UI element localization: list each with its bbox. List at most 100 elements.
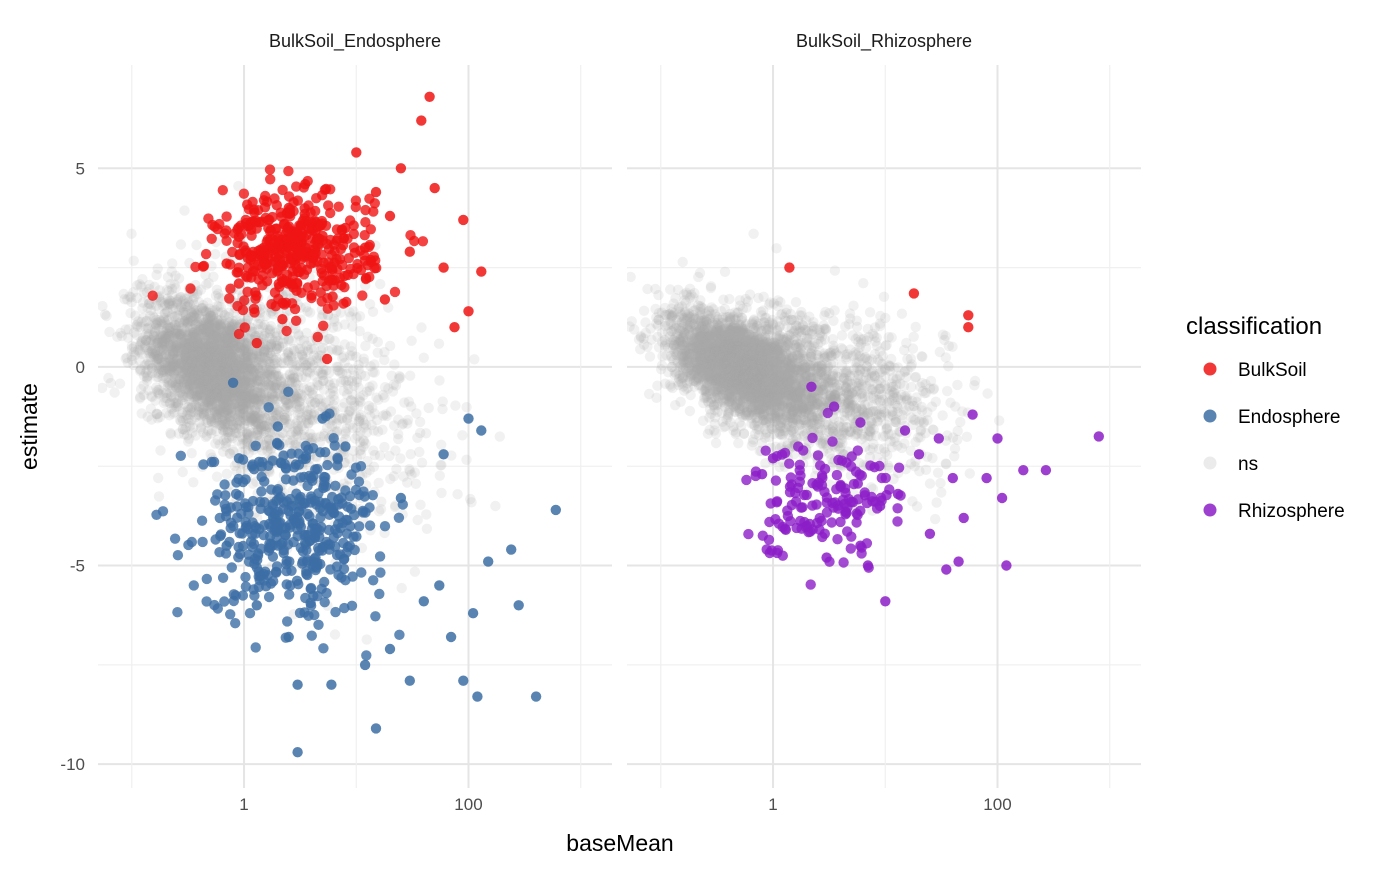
point-bulksoil: [296, 288, 306, 298]
point-ns: [411, 479, 421, 489]
point-ns: [385, 474, 395, 484]
point-endosphere: [351, 531, 361, 541]
point-ns: [461, 455, 471, 465]
point-bulksoil: [313, 332, 323, 342]
point-ns: [387, 371, 397, 381]
point-ns: [210, 249, 220, 259]
point-ns: [435, 471, 445, 481]
point-bulksoil: [430, 183, 440, 193]
point-ns: [272, 343, 282, 353]
point-ns: [237, 400, 247, 410]
point-endosphere: [305, 497, 315, 507]
point-ns: [391, 464, 401, 474]
point-endosphere: [394, 513, 404, 523]
point-bulksoil: [449, 322, 459, 332]
point-endosphere: [251, 441, 261, 451]
point-ns: [189, 370, 199, 380]
point-bulksoil: [249, 307, 259, 317]
point-bulksoil: [243, 253, 253, 263]
point-ns: [104, 327, 114, 337]
point-bulksoil: [265, 164, 275, 174]
point-bulksoil: [307, 217, 317, 227]
point-endosphere: [158, 506, 168, 516]
point-endosphere: [310, 552, 320, 562]
point-ns: [187, 448, 197, 458]
point-ns: [337, 353, 347, 363]
point-ns: [151, 319, 161, 329]
point-bulksoil: [212, 224, 222, 234]
point-ns: [328, 383, 338, 393]
point-ns: [436, 488, 446, 498]
point-endosphere: [551, 505, 561, 515]
point-endosphere: [219, 479, 229, 489]
point-bulksoil: [250, 215, 260, 225]
point-ns: [214, 293, 224, 303]
point-ns: [282, 411, 292, 421]
point-ns: [176, 239, 186, 249]
point-ns: [144, 280, 154, 290]
point-bulksoil: [396, 163, 406, 173]
point-bulksoil: [218, 185, 228, 195]
point-endosphere: [315, 512, 325, 522]
point-endosphere: [228, 378, 238, 388]
point-ns: [208, 342, 218, 352]
point-ns: [625, 272, 635, 282]
point-endosphere: [313, 620, 323, 630]
point-endosphere: [292, 531, 302, 541]
point-endosphere: [318, 643, 328, 653]
point-endosphere: [197, 516, 207, 526]
point-bulksoil: [334, 202, 344, 212]
point-ns: [374, 478, 384, 488]
point-endosphere: [354, 521, 364, 531]
point-endosphere: [225, 609, 235, 619]
point-ns: [367, 380, 377, 390]
point-ns: [212, 472, 222, 482]
point-endosphere: [315, 447, 325, 457]
point-ns: [330, 629, 340, 639]
point-ns: [129, 256, 139, 266]
point-bulksoil: [234, 232, 244, 242]
point-ns: [210, 438, 220, 448]
point-endosphere: [256, 544, 266, 554]
point-ns: [177, 395, 187, 405]
point-endosphere: [219, 596, 229, 606]
point-ns: [461, 402, 471, 412]
point-endosphere: [189, 580, 199, 590]
point-ns: [339, 375, 349, 385]
point-ns: [180, 299, 190, 309]
point-bulksoil: [281, 326, 291, 336]
point-ns: [410, 567, 420, 577]
point-endosphere: [285, 580, 295, 590]
point-endosphere: [299, 607, 309, 617]
point-endosphere: [216, 529, 226, 539]
point-bulksoil: [282, 270, 292, 280]
point-ns: [221, 392, 231, 402]
point-endosphere: [176, 451, 186, 461]
point-ns: [379, 355, 389, 365]
point-ns: [350, 433, 360, 443]
point-endosphere: [170, 534, 180, 544]
point-endosphere: [514, 600, 524, 610]
point-ns: [167, 258, 177, 268]
point-ns: [421, 509, 431, 519]
point-bulksoil: [238, 305, 248, 315]
point-endosphere: [375, 551, 385, 561]
point-ns: [181, 316, 191, 326]
point-bulksoil: [313, 240, 323, 250]
point-endosphere: [280, 530, 290, 540]
point-endosphere: [472, 691, 482, 701]
point-endosphere: [463, 413, 473, 423]
point-ns: [369, 425, 379, 435]
point-bulksoil: [296, 221, 306, 231]
point-endosphere: [446, 632, 456, 642]
point-ns: [332, 321, 342, 331]
point-ns: [438, 396, 448, 406]
point-endosphere: [419, 596, 429, 606]
point-endosphere: [296, 501, 306, 511]
point-ns: [329, 395, 339, 405]
point-ns: [294, 396, 304, 406]
point-endosphere: [476, 425, 486, 435]
point-bulksoil: [317, 231, 327, 241]
point-bulksoil: [273, 262, 283, 272]
point-endosphere: [326, 680, 336, 690]
